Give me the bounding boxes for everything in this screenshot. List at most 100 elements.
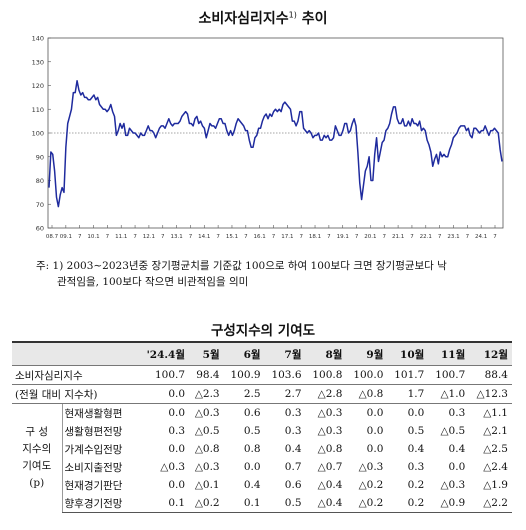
- table-cell: 0.0: [168, 479, 186, 491]
- table-cell: 0.7: [284, 461, 302, 473]
- table-cell: 0.0: [366, 425, 384, 437]
- row-label: 가계수입전망: [61, 440, 138, 458]
- table-cell: 0.2: [407, 479, 425, 491]
- x-tick-label: 20.1: [364, 234, 376, 240]
- y-tick-label: 120: [32, 82, 44, 90]
- table-cell: △0.8: [317, 443, 343, 455]
- table-cell: △0.8: [346, 384, 388, 404]
- table-cell: △2.3: [189, 384, 224, 404]
- table-row-component: 가계수입전망 0.0 △0.8 0.8 0.4 △0.8 0.0 0.4 0.4 △2.5: [12, 440, 512, 458]
- table-cell: 0.5: [264, 494, 306, 513]
- header-cell: 10월: [387, 341, 429, 366]
- table-cell: △0.3: [160, 461, 186, 473]
- table-cell: 101.7: [387, 365, 429, 385]
- table-cell: 0.0: [243, 461, 261, 473]
- table-cell: △1.0: [428, 384, 470, 404]
- y-tick-label: 130: [32, 58, 44, 66]
- y-tick-label: 80: [36, 177, 44, 185]
- table-row-component: 구 성 지수의 기여도 (p) 현재생활형편 0.0 △0.3 0.6 0.3 △0.3 0.0 0.…: [12, 403, 512, 489]
- table-row-component: 소비지출전망 △0.3 △0.3 0.0 0.7 △0.7 △0.3 0.3 0.0 △2.4: [12, 458, 512, 476]
- x-tick-label: 7: [133, 234, 137, 240]
- row-label: 생활형편전망: [61, 422, 138, 440]
- x-tick-label: 17.1: [281, 234, 293, 240]
- table-cell: 0.5: [407, 425, 425, 437]
- group-label-line: 기여도: [22, 460, 52, 473]
- table-cell: △0.8: [194, 443, 220, 455]
- chart-footnote: 주: 1) 2003∼2023년중 장기평균치를 기준값 100으로 하여 10…: [36, 258, 506, 290]
- table-cell: 1.7: [387, 384, 429, 404]
- footnote-line-2: 관적임을, 100보다 작으면 비관적임을 의미: [57, 276, 249, 288]
- x-tick-label: 7: [327, 234, 331, 240]
- table-cell: △2.4: [483, 461, 508, 473]
- x-tick-label: 13.1: [170, 234, 182, 240]
- table-cell: △0.5: [194, 425, 220, 437]
- table-cell: △0.3: [194, 461, 220, 473]
- row-label: 현재경기판단: [61, 476, 138, 494]
- table-cell: 0.8: [243, 443, 261, 455]
- chart-title-footnote-mark: 1): [288, 10, 297, 20]
- x-tick-label: 10.1: [87, 234, 99, 240]
- table-cell: △0.4: [317, 479, 343, 491]
- header-cell: 11월: [428, 341, 470, 366]
- table-cell: △0.3: [317, 425, 343, 437]
- row-label: 소비자심리지수: [12, 365, 138, 385]
- table-cell: 100.7: [428, 365, 470, 385]
- chart-title-suffix: 추이: [301, 11, 328, 27]
- table-cell: 0.4: [407, 443, 425, 455]
- x-tick-label: 21.1: [392, 234, 404, 240]
- group-label: 구 성 지수의 기여도 (p): [12, 404, 62, 513]
- table-row-component: 생활형편전망 0.3 △0.5 0.5 0.3 △0.3 0.0 0.5 △0.5 △2.1: [12, 422, 512, 440]
- y-tick-label: 140: [32, 35, 44, 43]
- table-cell: 0.0: [448, 461, 466, 473]
- table-cell: 98.4: [189, 365, 224, 385]
- chart-title: 소비자심리지수1) 추이: [0, 8, 526, 28]
- table-cell: 88.4: [469, 365, 512, 385]
- y-tick-label: 90: [36, 153, 44, 161]
- header-cell: '24.4월: [138, 341, 190, 366]
- table-cell: △0.3: [317, 407, 343, 419]
- table-cell: 100.0: [346, 365, 388, 385]
- table-title: 구성지수의 기여도: [210, 323, 316, 339]
- series-line: [48, 80, 503, 208]
- x-tick-label: 18.1: [309, 234, 321, 240]
- x-tick-label: 09.1: [60, 234, 72, 240]
- x-tick-label: 24.1: [475, 234, 487, 240]
- table-cell: △12.3: [469, 384, 512, 404]
- x-tick-label: 7: [106, 234, 110, 240]
- y-tick-label: 60: [36, 225, 44, 233]
- x-tick-label: 08.7: [46, 234, 59, 240]
- y-tick-label: 110: [32, 106, 44, 114]
- x-tick-label: 7: [410, 234, 414, 240]
- table-cell: △0.1: [194, 479, 220, 491]
- table-cell: 0.0: [138, 384, 190, 404]
- x-tick-label: 22.1: [420, 234, 432, 240]
- x-tick-label: 7: [466, 234, 470, 240]
- header-cell: 6월: [223, 341, 265, 366]
- row-label: 현재생활형편: [61, 403, 138, 422]
- contribution-table: '24.4월 5월 6월 7월 8월 9월 10월 11월 12월 소비자심리지…: [12, 341, 512, 513]
- table-cell: 100.9: [223, 365, 265, 385]
- table-cell: 100.7: [138, 365, 190, 385]
- group-label-line: 구 성: [25, 426, 49, 439]
- header-cell: 12월: [469, 341, 512, 366]
- table-cell: 0.3: [284, 425, 302, 437]
- x-tick-label: 7: [189, 234, 193, 240]
- x-tick-label: 7: [355, 234, 359, 240]
- header-cell: 5월: [189, 341, 224, 366]
- table-cell: △0.4: [305, 494, 347, 513]
- table-cell: 0.0: [168, 407, 186, 419]
- y-tick-label: 100: [32, 130, 44, 138]
- table-row-total: 소비자심리지수 100.7 98.4 100.9 103.6 100.8 100…: [12, 365, 512, 385]
- header-cell: 9월: [346, 341, 388, 366]
- table-cell: △0.7: [317, 461, 343, 473]
- table-cell: 0.0: [407, 407, 425, 419]
- x-tick-label: 7: [216, 234, 220, 240]
- x-tick-label: 7: [78, 234, 82, 240]
- header-cell: 8월: [305, 341, 347, 366]
- table-cell: △0.3: [440, 479, 466, 491]
- table-cell: △0.3: [358, 461, 384, 473]
- table-cell: △0.2: [189, 494, 224, 513]
- row-label: (전월 대비 지수차): [12, 384, 138, 404]
- table-cell: 0.3: [168, 425, 186, 437]
